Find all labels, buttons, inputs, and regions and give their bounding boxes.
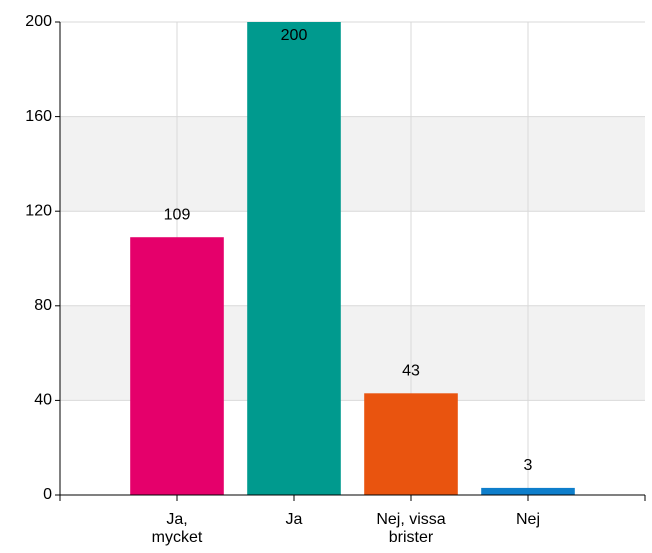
grid-band bbox=[60, 116, 645, 212]
x-tick-label: Ja bbox=[285, 511, 303, 528]
bar bbox=[130, 237, 224, 495]
y-tick-label: 160 bbox=[25, 108, 52, 125]
bar bbox=[364, 393, 458, 495]
y-tick-label: 0 bbox=[43, 486, 52, 503]
y-tick-label: 80 bbox=[34, 297, 52, 314]
data-label: 109 bbox=[164, 206, 191, 223]
x-tick-label: Nej, vissa brister bbox=[376, 511, 446, 546]
y-tick-label: 120 bbox=[25, 202, 52, 219]
y-tick-label: 40 bbox=[34, 392, 52, 409]
data-label: 3 bbox=[524, 457, 533, 474]
bar bbox=[247, 22, 341, 495]
x-tick-label: Ja, mycket bbox=[151, 511, 203, 546]
y-tick-label: 200 bbox=[25, 13, 52, 30]
data-label: 43 bbox=[402, 363, 420, 380]
x-tick-label: Nej bbox=[515, 511, 540, 528]
bar bbox=[481, 487, 575, 495]
data-label: 200 bbox=[281, 27, 308, 44]
